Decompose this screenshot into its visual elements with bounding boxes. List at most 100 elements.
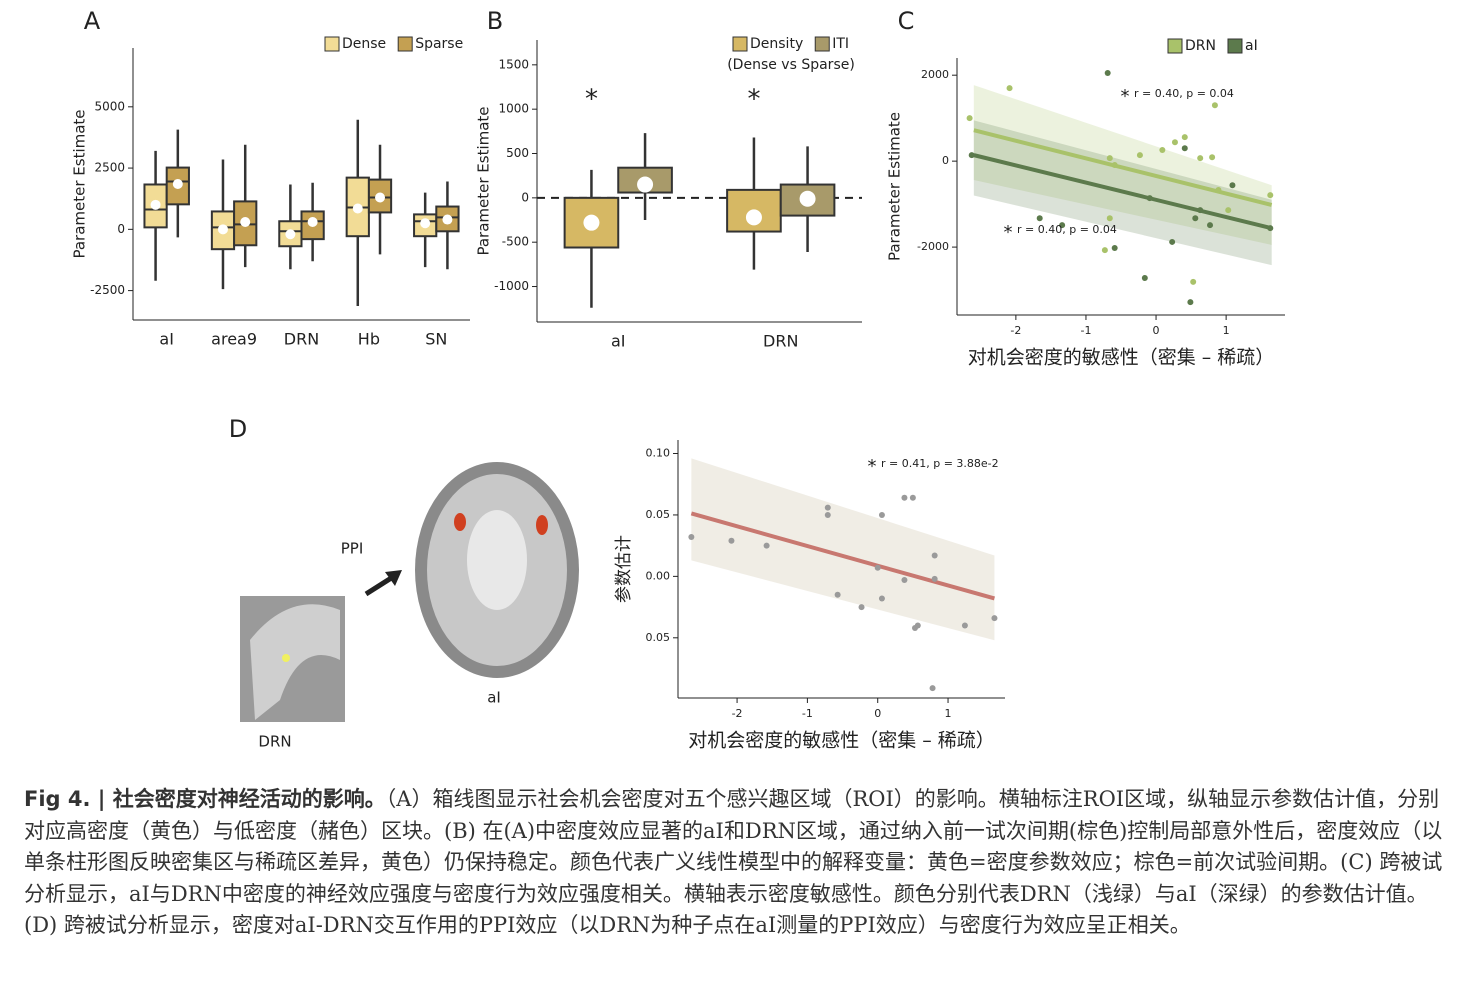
x-tick-label: aI [611, 332, 626, 351]
point [1059, 222, 1066, 229]
confidence-band [691, 458, 995, 641]
point [929, 685, 936, 692]
y-tick-label: -1000 [494, 279, 529, 293]
x-tick-label: Hb [358, 330, 380, 349]
annotation-star: * [1121, 86, 1130, 107]
point [1169, 238, 1176, 245]
point [1267, 225, 1274, 232]
drn-roi [282, 654, 290, 662]
point [858, 604, 865, 611]
y-tick-label: 0.00 [646, 569, 671, 582]
point [878, 511, 885, 518]
mean [307, 216, 318, 227]
panel-label: D [229, 415, 247, 443]
point [961, 622, 968, 629]
y-tick-label: 1500 [498, 57, 529, 71]
point [1036, 215, 1043, 222]
legend-swatch [324, 36, 340, 52]
annotation: r = 0.40, p = 0.04 [1017, 223, 1117, 236]
point [1187, 299, 1194, 306]
y-axis-label: Parameter Estimate [886, 112, 904, 261]
mean [442, 214, 453, 225]
y-tick-label: 0 [117, 222, 125, 236]
y-tick-label: 0 [942, 154, 949, 167]
annotation: r = 0.41, p = 3.88e-2 [881, 457, 999, 470]
point [911, 624, 918, 631]
point [878, 595, 885, 602]
legend-swatch [1167, 38, 1183, 54]
legend-swatch [397, 36, 413, 52]
y-tick-label: 2000 [921, 68, 949, 81]
legend-label: aI [1245, 38, 1258, 54]
legend-label: Density [750, 36, 803, 52]
y-axis-label: Parameter Estimate [475, 106, 493, 255]
mean [217, 224, 228, 235]
significance: * [585, 85, 598, 115]
point [824, 504, 831, 511]
point [688, 534, 695, 541]
significance: * [747, 85, 760, 115]
point [901, 577, 908, 584]
mean [637, 176, 654, 193]
y-tick-label: 5000 [94, 99, 125, 113]
point [1181, 145, 1188, 152]
mean [745, 209, 762, 226]
point [1104, 70, 1111, 77]
x-axis-label: 对机会密度的敏感性（密集 – 稀疏） [968, 347, 1275, 369]
mean [285, 229, 296, 240]
point [1101, 247, 1108, 254]
x-tick-label: SN [425, 330, 447, 349]
seed-label: DRN [258, 733, 291, 751]
point [728, 537, 735, 544]
point [909, 494, 916, 501]
point [966, 115, 973, 122]
point [1106, 215, 1113, 222]
x-tick-label: -1 [802, 707, 813, 720]
box [779, 183, 836, 217]
ppi-label: PPI [341, 540, 364, 558]
mean [150, 199, 161, 210]
legend-swatch [1227, 38, 1243, 54]
legend-swatch [814, 36, 830, 52]
point [1141, 275, 1148, 282]
point [1197, 207, 1204, 214]
legend-label: Sparse [415, 36, 463, 52]
point [931, 552, 938, 559]
ai-roi-left [454, 513, 466, 531]
x-tick-label: 0 [1153, 324, 1160, 337]
x-tick-label: aI [159, 330, 174, 349]
point [1006, 85, 1013, 92]
fit-line [690, 511, 995, 601]
point [991, 615, 998, 622]
x-tick-label: -2 [1010, 324, 1021, 337]
point [1267, 192, 1274, 199]
point [901, 494, 908, 501]
mean [352, 203, 363, 214]
x-tick-label: 1 [945, 707, 952, 720]
y-tick-label: 0 [521, 190, 529, 204]
point [1136, 152, 1143, 159]
point [1111, 244, 1118, 251]
point [1159, 146, 1166, 153]
x-tick-label: -2 [732, 707, 743, 720]
sagittal-tissue [250, 604, 340, 720]
point [1146, 195, 1153, 202]
x-tick-label: -1 [1080, 324, 1091, 337]
y-axis-label: 参数估计 [614, 535, 634, 603]
x-tick-label: DRN [284, 330, 319, 349]
panel-label: C [898, 7, 915, 35]
legend-swatch [732, 36, 748, 52]
y-tick-label: 2500 [94, 161, 125, 175]
point [874, 564, 881, 571]
y-tick-label: 1000 [498, 102, 529, 116]
point [1171, 139, 1178, 146]
fit-line [973, 153, 1273, 231]
mean [420, 218, 431, 229]
x-tick-label: area9 [211, 330, 257, 349]
legend-label: ITI [832, 36, 849, 52]
ppi-arrowhead [385, 570, 402, 586]
annotation-star: * [868, 456, 877, 477]
point [1225, 207, 1232, 214]
